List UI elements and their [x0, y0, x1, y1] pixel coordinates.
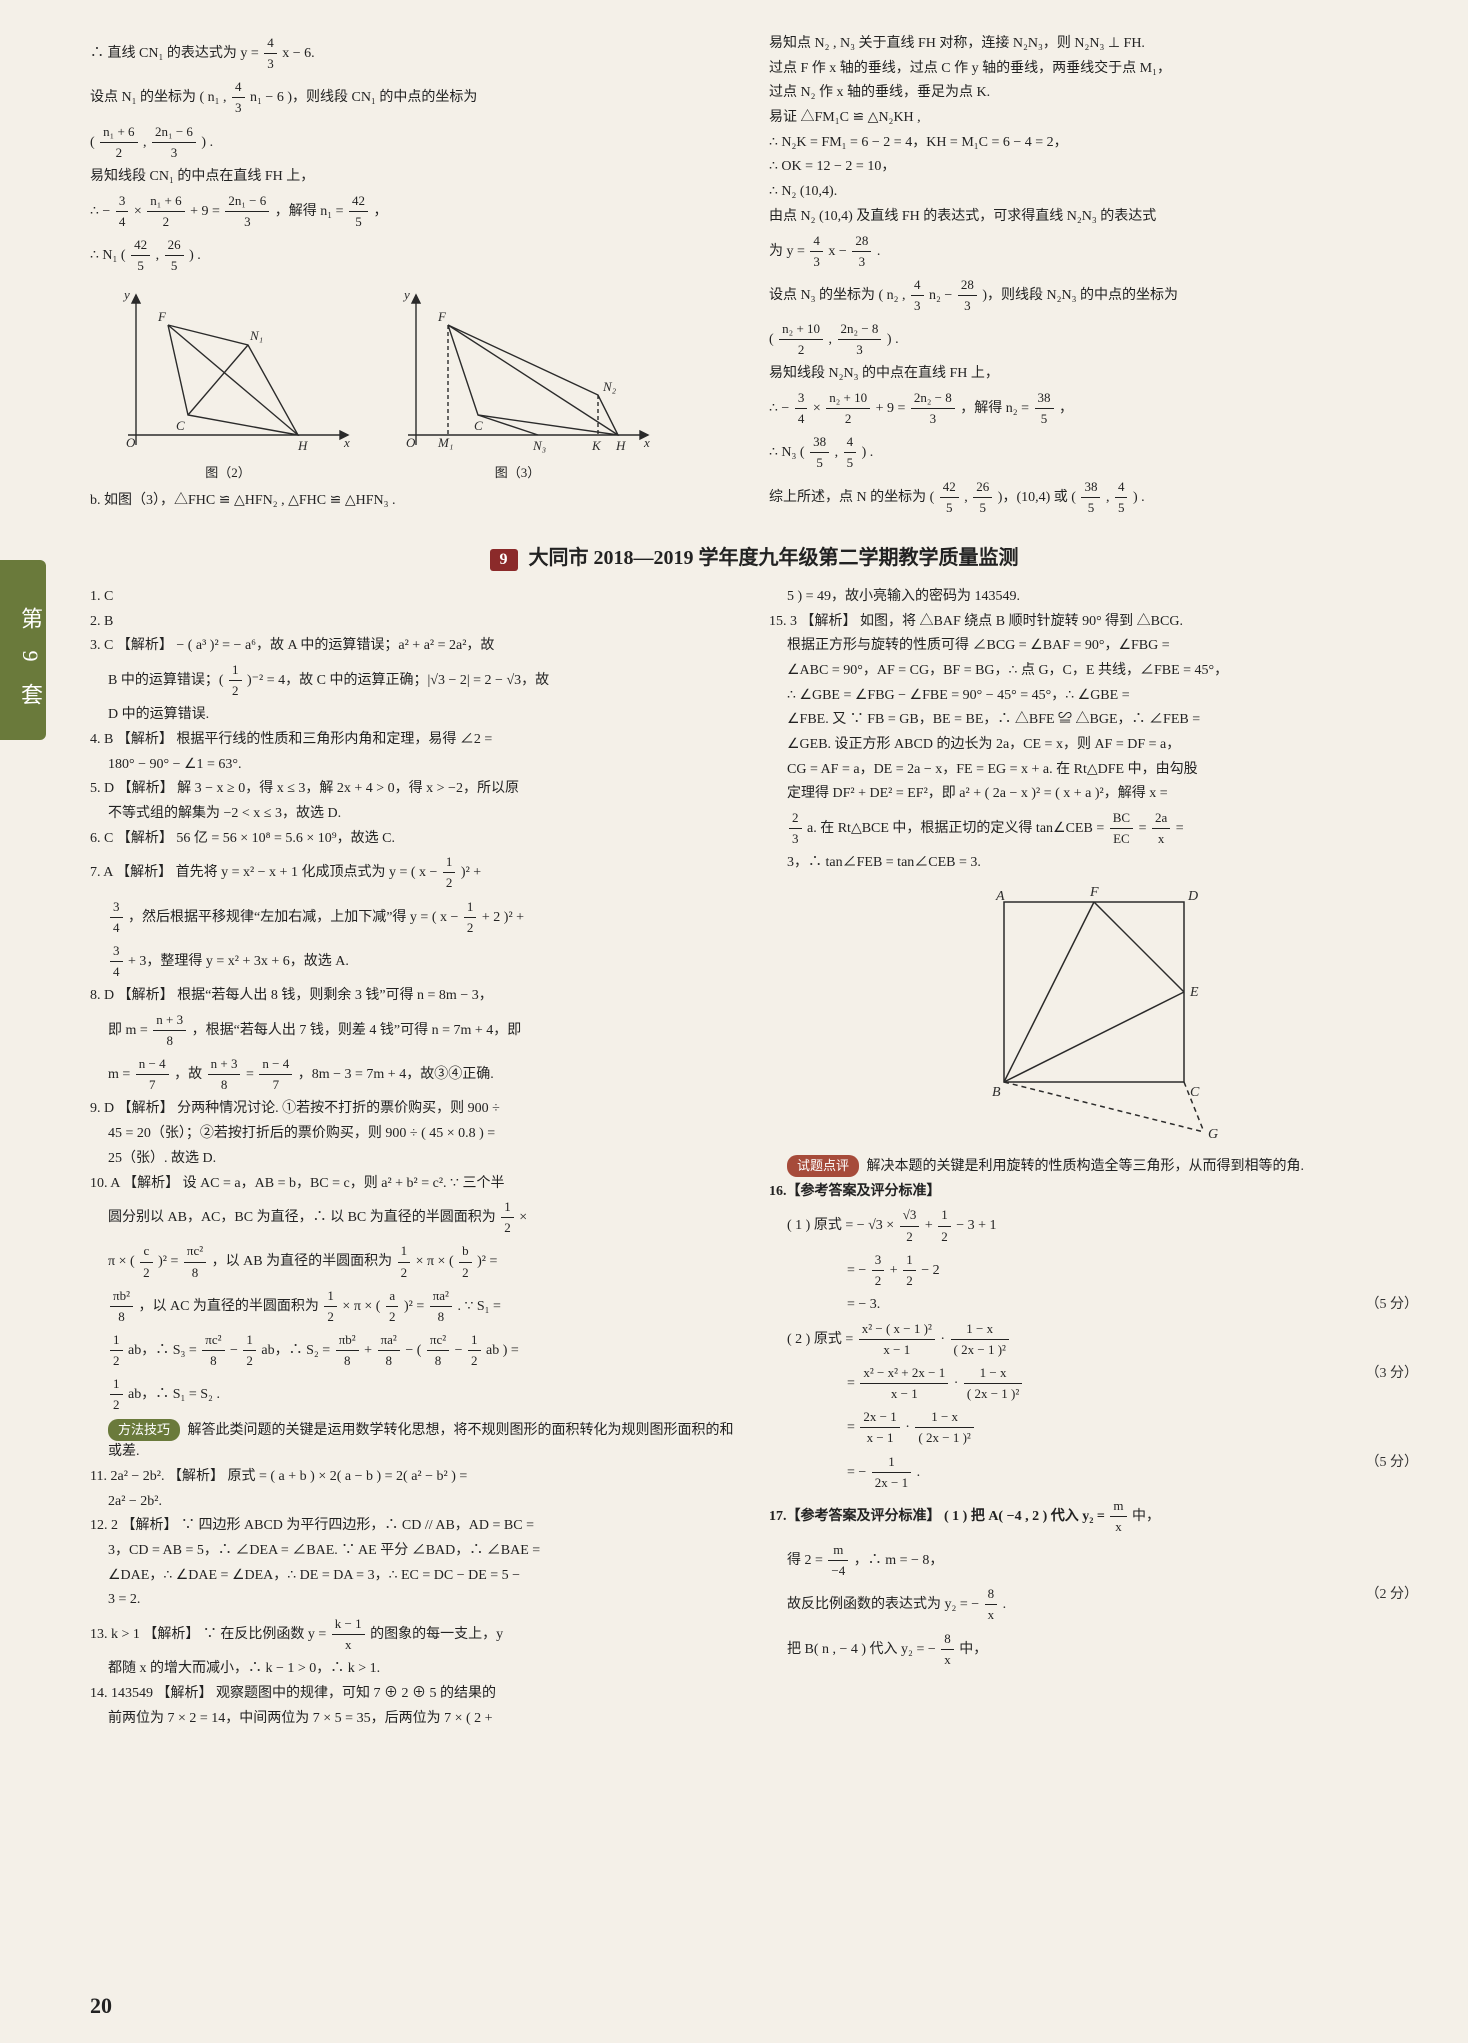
score-2: （2 分）	[1366, 1584, 1419, 1606]
figure-q15: A F D E C B G	[769, 882, 1418, 1147]
method-callout: 方法技巧	[108, 1419, 180, 1441]
section-badge: 9	[490, 549, 518, 571]
svg-text:A: A	[995, 889, 1005, 904]
bottom-left-col: 1. C 2. B 3. C 【解析】 − ( a³ )² = − a⁶，故 A…	[90, 583, 739, 1733]
page: 第 9 套 ∴ 直线 CN₁ 的表达式为 y = 43 x − 6. 设点 N₁…	[0, 0, 1468, 2043]
score-5b: （5 分）	[1366, 1452, 1419, 1474]
svg-text:C: C	[176, 418, 185, 433]
fig2-svg: F N₁ C O Hx y	[98, 285, 358, 455]
t: x − 6.	[282, 46, 314, 61]
figure-row: FN₁ CO Hxy 图（2）	[90, 279, 739, 487]
svg-text:H: H	[297, 438, 308, 453]
t: ∴ 直线 CN₁ 的表达式为 y =	[90, 46, 259, 61]
side-tab: 第 9 套	[0, 560, 46, 740]
svg-text:F: F	[437, 309, 447, 324]
svg-text:N₃: N₃	[532, 438, 546, 453]
svg-text:y: y	[122, 287, 130, 302]
svg-text:N₂: N₂	[602, 379, 617, 394]
svg-text:B: B	[992, 1085, 1001, 1100]
figure-2: FN₁ CO Hxy 图（2）	[98, 285, 358, 481]
bottom-section: 1. C 2. B 3. C 【解析】 − ( a³ )² = − a⁶，故 A…	[90, 583, 1418, 1733]
svg-text:K: K	[591, 438, 602, 453]
tip-callout: 试题点评	[787, 1155, 859, 1177]
svg-text:G: G	[1208, 1127, 1218, 1142]
svg-text:x: x	[643, 435, 650, 450]
score-5: （5 分）	[1366, 1294, 1419, 1316]
svg-text:O: O	[406, 435, 416, 450]
figure-3: FN₂ M₁CN₃ OKH xy 图（3）	[378, 285, 658, 481]
top-right-col: 易知点 N₂ , N₃ 关于直线 FH 对称，连接 N₂N₃，则 N₂N₃ ⊥ …	[769, 30, 1418, 521]
svg-text:O: O	[126, 435, 136, 450]
svg-text:H: H	[615, 438, 626, 453]
page-number: 20	[90, 1993, 112, 2019]
svg-text:F: F	[1089, 885, 1099, 900]
section-title: 9 大同市 2018—2019 学年度九年级第二学期教学质量监测	[90, 541, 1418, 571]
top-section: ∴ 直线 CN₁ 的表达式为 y = 43 x − 6. 设点 N₁ 的坐标为 …	[90, 30, 1418, 521]
svg-text:C: C	[1190, 1085, 1200, 1100]
section-text: 大同市 2018—2019 学年度九年级第二学期教学质量监测	[529, 547, 1019, 569]
svg-text:F: F	[157, 309, 167, 324]
fig3-svg: F N₂ M₁ C N₃ O KH x y	[378, 285, 658, 455]
fig-q15-svg: A F D E C B G	[964, 882, 1224, 1142]
svg-text:D: D	[1187, 889, 1198, 904]
svg-text:x: x	[343, 435, 350, 450]
top-left-col: ∴ 直线 CN₁ 的表达式为 y = 43 x − 6. 设点 N₁ 的坐标为 …	[90, 30, 739, 521]
bottom-right-col: 5 ) = 49，故小亮输入的密码为 143549. 15. 3 【解析】 如图…	[769, 583, 1418, 1733]
svg-text:C: C	[474, 418, 483, 433]
score-3: （3 分）	[1366, 1363, 1419, 1385]
svg-text:y: y	[402, 287, 410, 302]
svg-text:M₁: M₁	[437, 435, 453, 450]
svg-text:E: E	[1189, 985, 1199, 1000]
svg-text:N₁: N₁	[249, 328, 263, 343]
